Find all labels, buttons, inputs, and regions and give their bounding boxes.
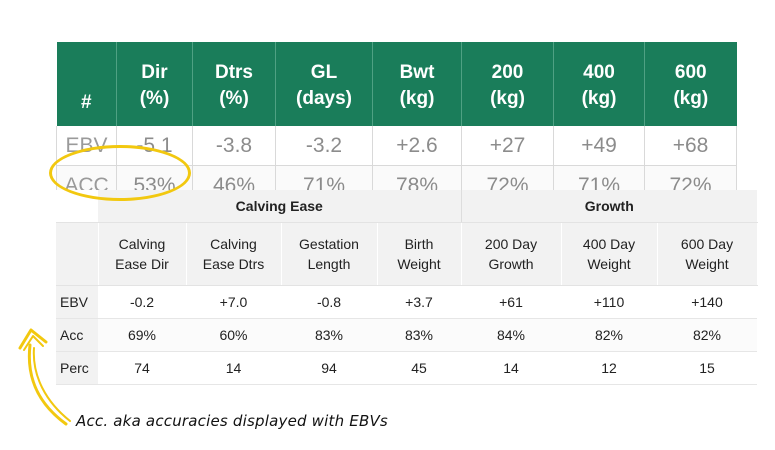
table-cell: +7.0 (186, 285, 281, 319)
table-cell: 14 (461, 351, 561, 385)
table-cell: 82% (657, 318, 757, 352)
table-cell: 15 (657, 351, 757, 385)
column-birth-weight: Birth Weight (377, 222, 462, 286)
table-row: Perc 74 14 94 45 14 12 15 (56, 351, 757, 385)
column-header-row: Calving Ease Dir Calving Ease Dtrs Gestati… (56, 222, 758, 286)
header-200: 200 (kg) (461, 42, 554, 126)
table-cell: +68 (644, 126, 737, 166)
table-cell: +110 (561, 285, 657, 319)
column-200-day-growth: 200 Day Growth (461, 222, 562, 286)
table-cell: +2.6 (372, 126, 462, 166)
header-gl: GL (days) (275, 42, 373, 126)
group-calving-ease: Calving Ease (98, 190, 462, 223)
table-cell: -0.8 (281, 285, 377, 319)
header-dir: Dir (%) (116, 42, 193, 126)
header-dtrs: Dtrs (%) (192, 42, 276, 126)
ebv-row: EBV -5.1 -3.8 -3.2 +2.6 +27 +49 +68 (56, 126, 737, 166)
row-label-perc: Perc (56, 351, 98, 385)
table-cell: 83% (281, 318, 377, 352)
group-header-row: Calving Ease Growth (56, 190, 757, 223)
ebv-detail-table: Calving Ease Growth Calving Ease Dir Calv… (56, 190, 758, 385)
table-cell: 69% (98, 318, 186, 352)
group-growth: Growth (461, 190, 757, 223)
row-label-ebv: EBV (56, 126, 117, 166)
table-cell: 84% (461, 318, 561, 352)
table-cell: +140 (657, 285, 757, 319)
column-600-day-weight: 600 Day Weight (657, 222, 758, 286)
table-cell: 83% (377, 318, 461, 352)
table-cell: +3.7 (377, 285, 461, 319)
table-cell: +49 (553, 126, 645, 166)
annotation-caption: Acc. aka accuracies displayed with EBVs (76, 412, 388, 430)
table-cell: 45 (377, 351, 461, 385)
table-cell: 12 (561, 351, 657, 385)
table-cell: +27 (461, 126, 554, 166)
table-cell: -3.8 (192, 126, 276, 166)
row-label-ebv: EBV (56, 285, 98, 319)
group-blank-cell (56, 190, 98, 223)
header-400: 400 (kg) (553, 42, 645, 126)
table-row: Acc 69% 60% 83% 83% 84% 82% 82% (56, 318, 757, 352)
column-header-blank (56, 222, 99, 286)
column-gestation-length: Gestation Length (281, 222, 378, 286)
ebv-summary-table: # Dir (%) Dtrs (%) GL (days) Bwt (kg) 200 (kg… (56, 42, 737, 206)
header-600: 600 (kg) (644, 42, 737, 126)
column-400-day-weight: 400 Day Weight (561, 222, 658, 286)
header-hash: # (56, 42, 117, 126)
column-calving-ease-dir: Calving Ease Dir (98, 222, 187, 286)
table-cell: 74 (98, 351, 186, 385)
table-cell: 94 (281, 351, 377, 385)
table-cell: -0.2 (98, 285, 186, 319)
table-cell: 60% (186, 318, 281, 352)
column-calving-ease-dtrs: Calving Ease Dtrs (186, 222, 282, 286)
table-cell: 14 (186, 351, 281, 385)
header-row: # Dir (%) Dtrs (%) GL (days) Bwt (kg) 200 (kg… (56, 42, 737, 126)
table-cell: -3.2 (275, 126, 373, 166)
row-label-acc: Acc (56, 318, 98, 352)
table-cell: 82% (561, 318, 657, 352)
header-bwt: Bwt (kg) (372, 42, 462, 126)
table-row: EBV -0.2 +7.0 -0.8 +3.7 +61 +110 +140 (56, 285, 757, 319)
table-cell: -5.1 (116, 126, 193, 166)
table-cell: +61 (461, 285, 561, 319)
